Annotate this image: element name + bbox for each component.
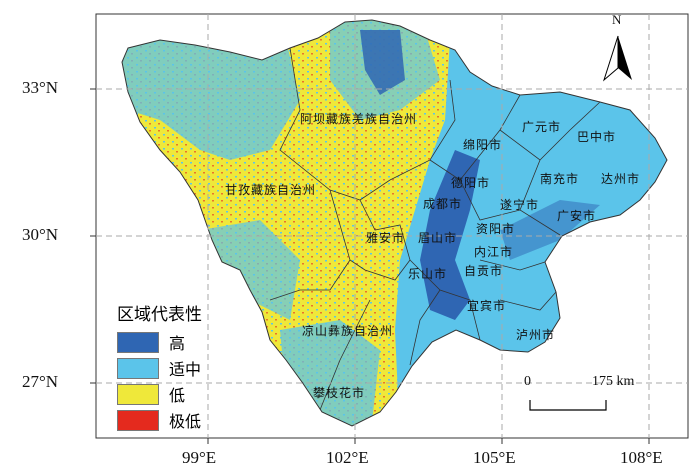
admin-boundaries bbox=[269, 47, 601, 411]
y-tick: 30°N bbox=[22, 225, 59, 244]
region-label: 攀枝花市 bbox=[313, 386, 366, 400]
region-label: 凉山彝族自治州 bbox=[302, 324, 394, 338]
legend-swatch bbox=[117, 357, 159, 379]
region-label: 内江市 bbox=[474, 245, 514, 259]
x-tick: 108°E bbox=[620, 448, 663, 467]
region-label: 广元市 bbox=[522, 120, 562, 134]
x-tick: 99°E bbox=[182, 448, 217, 467]
high-area-east bbox=[500, 200, 600, 260]
high-area-north bbox=[360, 30, 405, 95]
medium-area-w bbox=[200, 220, 300, 320]
north-label: N bbox=[612, 12, 622, 27]
graticule bbox=[96, 14, 688, 438]
legend-label: 适中 bbox=[169, 360, 202, 379]
region-label: 乐山市 bbox=[408, 267, 448, 281]
legend-item-high: 高 bbox=[117, 329, 202, 355]
region-label: 阿坝藏族羌族自治州 bbox=[300, 112, 418, 126]
legend-label: 极低 bbox=[169, 412, 202, 431]
y-tick: 33°N bbox=[22, 78, 59, 97]
scale-bar bbox=[529, 400, 607, 411]
y-tick: 27°N bbox=[22, 372, 59, 391]
region-label: 德阳市 bbox=[451, 176, 491, 190]
region-label: 泸州市 bbox=[516, 328, 556, 342]
region-label: 绵阳市 bbox=[463, 138, 503, 152]
legend: 区域代表性 高 适中 低 极低 bbox=[117, 300, 202, 433]
x-tick: 105°E bbox=[473, 448, 516, 467]
legend-swatch bbox=[117, 331, 159, 353]
north-arrow-icon bbox=[602, 35, 632, 82]
region-label: 成都市 bbox=[423, 197, 463, 211]
legend-swatch bbox=[117, 409, 159, 431]
tick-marks bbox=[90, 88, 650, 444]
region-label: 雅安市 bbox=[366, 231, 406, 245]
legend-label: 高 bbox=[169, 334, 186, 353]
region-label: 眉山市 bbox=[418, 231, 458, 245]
region-label: 甘孜藏族自治州 bbox=[225, 183, 317, 197]
region-label: 南充市 bbox=[540, 172, 580, 186]
legend-title: 区域代表性 bbox=[117, 305, 202, 325]
region-label: 遂宁市 bbox=[500, 198, 540, 212]
legend-label: 低 bbox=[169, 386, 186, 405]
legend-item-medium: 适中 bbox=[117, 355, 202, 381]
x-tick: 102°E bbox=[326, 448, 369, 467]
region-label: 资阳市 bbox=[476, 222, 516, 236]
scale-start: 0 bbox=[524, 374, 531, 389]
region-label: 巴中市 bbox=[577, 130, 617, 144]
region-label: 达州市 bbox=[601, 172, 641, 186]
region-label: 广安市 bbox=[557, 209, 597, 223]
legend-item-very-low: 极低 bbox=[117, 407, 202, 433]
legend-swatch bbox=[117, 383, 159, 405]
region-label: 宜宾市 bbox=[467, 299, 507, 313]
high-area-band bbox=[420, 150, 480, 320]
scale-end: 175 km bbox=[592, 374, 635, 389]
region-label: 自贡市 bbox=[464, 264, 504, 278]
legend-item-low: 低 bbox=[117, 381, 202, 407]
